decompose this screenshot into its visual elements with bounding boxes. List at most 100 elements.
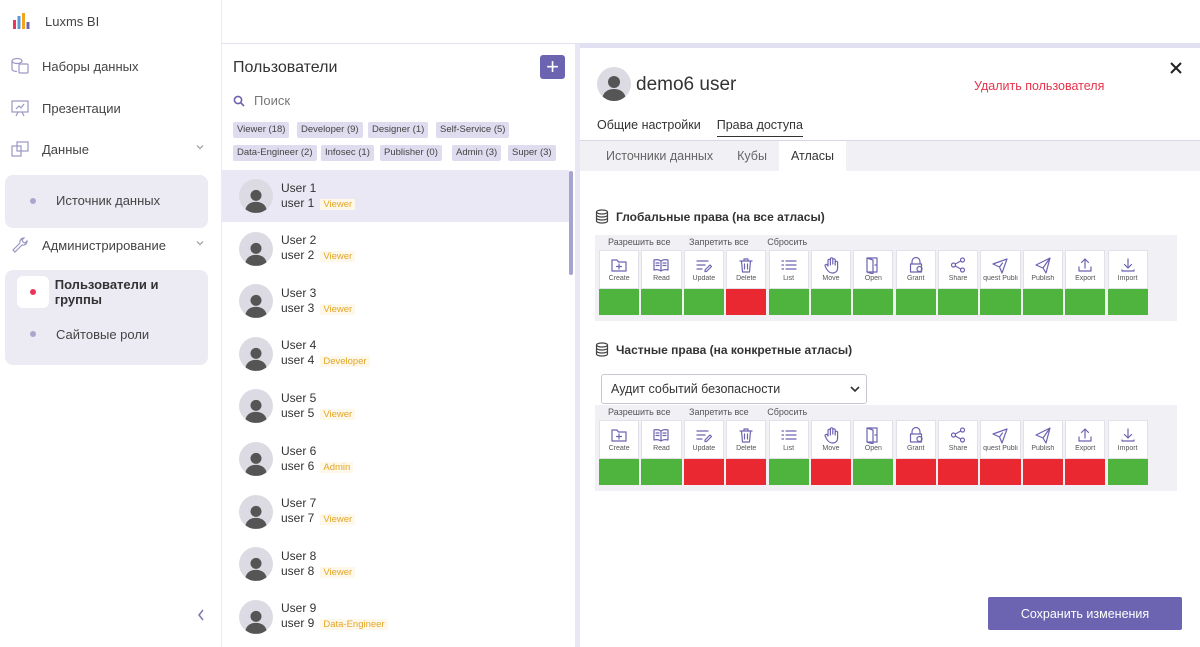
role-chip[interactable]: Publisher (0): [380, 145, 442, 161]
close-icon[interactable]: [1169, 61, 1183, 75]
permission-toggle[interactable]: [980, 459, 1021, 485]
user-login: user 2 Viewer: [281, 248, 356, 264]
role-chip[interactable]: Self-Service (5): [436, 122, 510, 138]
permission-toggle[interactable]: [768, 459, 809, 485]
sidebar-item-data[interactable]: Данные: [10, 136, 215, 162]
user-info: User 9 user 9 Data-Engineer: [281, 601, 388, 632]
permission-cell: Move: [810, 250, 852, 315]
permission-toggle[interactable]: [726, 459, 767, 485]
allow-all-button[interactable]: Разрешить все: [608, 407, 671, 417]
permission-toggle[interactable]: [1107, 459, 1148, 485]
app-logo[interactable]: Luxms BI: [12, 11, 99, 31]
role-chip[interactable]: Infosec (1): [321, 145, 374, 161]
avatar: [239, 442, 273, 476]
user-list-item[interactable]: User 3 user 3 Viewer: [222, 275, 569, 327]
permission-label: Create: [608, 275, 630, 282]
permission-toggle[interactable]: [980, 289, 1021, 315]
permission-label: Delete: [736, 275, 757, 282]
permission-toggle[interactable]: [853, 289, 894, 315]
user-list-item[interactable]: User 4 user 4 Developer: [222, 328, 569, 380]
user-list-item[interactable]: User 9 user 9 Data-Engineer: [222, 591, 569, 643]
permission-cell: Export: [1065, 420, 1106, 485]
permission-toggle[interactable]: [1065, 459, 1106, 485]
user-list-item[interactable]: User 2 user 2 Viewer: [222, 223, 569, 275]
permission-toggle[interactable]: [938, 459, 979, 485]
user-list-item[interactable]: User 1 user 1 Viewer: [222, 170, 569, 222]
panel-divider[interactable]: [575, 44, 580, 647]
permission-toggle[interactable]: [938, 289, 979, 315]
tab-data-sources[interactable]: Источники данных: [606, 149, 714, 163]
add-user-button[interactable]: +: [540, 55, 565, 79]
permission-toggle[interactable]: [1065, 289, 1106, 315]
user-list-item[interactable]: User 5 user 5 Viewer: [222, 380, 569, 432]
chevron-down-icon[interactable]: [195, 238, 205, 248]
edit-list-icon: [696, 260, 712, 273]
permission-toggle[interactable]: [1022, 459, 1063, 485]
tab-access-rights[interactable]: Права доступа: [716, 118, 803, 137]
atlas-select[interactable]: Аудит событий безопасности: [601, 374, 867, 404]
permission-cell: Open: [853, 420, 894, 485]
permission-toggle[interactable]: [768, 289, 809, 315]
permission-toggle[interactable]: [683, 459, 724, 485]
role-badge: Developer: [320, 356, 370, 368]
avatar: [239, 336, 273, 371]
permission-cell: List: [768, 420, 809, 485]
permission-toggle[interactable]: [810, 459, 852, 485]
permission-cell: Import: [1107, 420, 1148, 485]
permission-header: Update: [683, 250, 724, 289]
permission-toggle[interactable]: [683, 289, 724, 315]
user-login: user 7 Viewer: [281, 511, 356, 527]
reset-button[interactable]: Сбросить: [767, 407, 808, 417]
permission-toggle[interactable]: [1107, 289, 1148, 315]
user-list-item[interactable]: User 7 user 7 Viewer: [222, 486, 569, 538]
allow-all-button[interactable]: Разрешить все: [608, 237, 671, 247]
permission-toggle[interactable]: [599, 459, 640, 485]
user-list-item[interactable]: User 8 user 8 Viewer: [222, 538, 569, 590]
deny-all-button[interactable]: Запретить все: [689, 237, 749, 247]
permission-toggle[interactable]: [641, 289, 682, 315]
sidebar-item-data-source[interactable]: Источник данных: [5, 178, 208, 223]
role-chip[interactable]: Designer (1): [368, 122, 429, 138]
delete-user-link[interactable]: Удалить пользователя: [974, 79, 1105, 93]
sidebar-item-administration[interactable]: Администрирование: [10, 232, 215, 258]
reset-button[interactable]: Сбросить: [767, 237, 808, 247]
role-chip[interactable]: Data-Engineer (2): [233, 145, 317, 161]
sidebar-item-users-groups[interactable]: Пользователи и группы: [5, 273, 208, 311]
permission-label: Read: [653, 275, 670, 282]
permission-toggle[interactable]: [599, 289, 640, 315]
permission-toggle[interactable]: [726, 289, 767, 315]
users-panel: Пользователи + Поиск Viewer (18) Develop…: [222, 44, 575, 647]
sidebar-item-site-roles[interactable]: Сайтовые роли: [5, 315, 208, 353]
role-chip[interactable]: Developer (9): [297, 122, 363, 138]
sidebar-item-presentations[interactable]: Презентации: [10, 95, 215, 121]
permission-toggle[interactable]: [641, 459, 682, 485]
role-chip[interactable]: Super (3): [508, 145, 556, 161]
hand-icon: [824, 427, 839, 444]
permission-toggle[interactable]: [853, 459, 894, 485]
user-list-item[interactable]: User 6 user 6 Admin: [222, 433, 569, 485]
permission-toggle[interactable]: [895, 459, 936, 485]
chevron-down-icon[interactable]: [195, 142, 205, 152]
lock-icon: [909, 256, 923, 273]
permission-label: Export: [1075, 445, 1096, 452]
book-icon: [653, 429, 670, 442]
user-login: user 1 Viewer: [281, 196, 356, 212]
collapse-sidebar-icon[interactable]: [194, 607, 208, 623]
sidebar-item-datasets[interactable]: Наборы данных: [10, 53, 215, 79]
role-chip[interactable]: Admin (3): [452, 145, 502, 161]
avatar: [239, 599, 273, 634]
role-chip[interactable]: Viewer (18): [233, 122, 290, 138]
permission-toggle[interactable]: [1022, 289, 1063, 315]
save-changes-button[interactable]: Сохранить изменения: [988, 597, 1182, 630]
scrollbar[interactable]: [569, 171, 573, 275]
tab-cubes[interactable]: Кубы: [737, 149, 767, 163]
deny-all-button[interactable]: Запретить все: [689, 407, 749, 417]
hand-icon: [824, 257, 839, 274]
search-input[interactable]: Поиск: [233, 93, 290, 108]
user-details-panel: demo6 user Удалить пользователя Общие на…: [580, 44, 1200, 647]
tab-general-settings[interactable]: Общие настройки: [597, 118, 701, 132]
tab-atlases[interactable]: Атласы: [778, 141, 846, 171]
bullet-icon: [30, 197, 36, 204]
permission-toggle[interactable]: [810, 289, 852, 315]
permission-toggle[interactable]: [895, 289, 936, 315]
